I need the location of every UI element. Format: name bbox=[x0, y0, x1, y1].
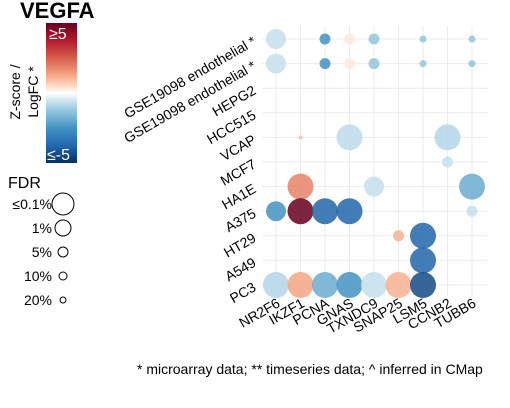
data-point bbox=[319, 33, 331, 45]
fdr-legend-circle bbox=[51, 192, 75, 216]
data-point bbox=[263, 272, 289, 298]
fdr-legend-label: ≤0.1% bbox=[12, 196, 52, 212]
fdr-legend-circle bbox=[57, 246, 69, 258]
y-tick-label: HT29 bbox=[221, 229, 259, 260]
fdr-legend-circle bbox=[58, 271, 68, 281]
colorbar-title-line-1: Z-score / bbox=[7, 64, 23, 119]
colorbar-title: Z-score / LogFC * bbox=[7, 64, 41, 119]
fdr-legend-label: 20% bbox=[24, 292, 52, 308]
data-point bbox=[361, 272, 387, 298]
fdr-legend-label: 1% bbox=[32, 220, 52, 236]
data-point bbox=[336, 198, 363, 225]
data-point bbox=[410, 272, 436, 298]
data-point bbox=[344, 33, 355, 45]
fdr-legend: ≤0.1% 1% 5% 10% 20% bbox=[12, 192, 75, 308]
data-point bbox=[459, 173, 485, 200]
data-point bbox=[368, 33, 380, 45]
fdr-legend-label: 5% bbox=[32, 244, 52, 260]
data-point bbox=[468, 35, 476, 43]
fdr-legend-circle bbox=[54, 219, 72, 237]
data-point bbox=[410, 247, 436, 274]
data-point bbox=[468, 60, 476, 68]
data-point bbox=[466, 205, 478, 217]
chart-title: VEGFA bbox=[20, 0, 95, 23]
data-point bbox=[287, 272, 314, 298]
data-point bbox=[344, 58, 355, 70]
data-point bbox=[419, 60, 427, 68]
data-point bbox=[419, 35, 427, 43]
colorbar-title-line-2: LogFC * bbox=[25, 66, 41, 118]
data-point bbox=[364, 176, 384, 197]
data-point bbox=[434, 124, 461, 151]
data-point bbox=[287, 198, 314, 225]
data-point bbox=[266, 201, 286, 222]
data-point bbox=[266, 53, 286, 74]
data-point bbox=[312, 198, 338, 225]
data-point bbox=[410, 222, 436, 249]
fdr-legend-title: FDR bbox=[8, 175, 41, 192]
data-point bbox=[266, 29, 286, 49]
fdr-legend-circle bbox=[59, 296, 67, 304]
colorbar bbox=[46, 23, 77, 163]
plot-points bbox=[263, 29, 485, 298]
colorbar-max-label: ≥5 bbox=[49, 26, 67, 43]
x-axis-labels: NR2F6IKZF1PCNAGNASTXNDC9SNAP25LSM5CCNB2T… bbox=[236, 294, 479, 336]
footnote: * microarray data; ** timeseries data; ^… bbox=[137, 361, 483, 377]
data-point bbox=[385, 272, 412, 298]
data-point bbox=[287, 173, 314, 200]
y-axis-labels: GSE19098 endothelial *GSE19098 endotheli… bbox=[121, 32, 259, 306]
data-point bbox=[312, 272, 338, 298]
colorbar-min-label: ≤-5 bbox=[47, 147, 70, 164]
data-point bbox=[336, 272, 363, 298]
data-point bbox=[298, 135, 303, 140]
data-point bbox=[336, 124, 363, 151]
fdr-legend-label: 10% bbox=[24, 268, 52, 284]
data-point bbox=[393, 230, 404, 242]
data-point bbox=[442, 156, 453, 168]
data-point bbox=[319, 58, 331, 70]
data-point bbox=[368, 58, 380, 70]
